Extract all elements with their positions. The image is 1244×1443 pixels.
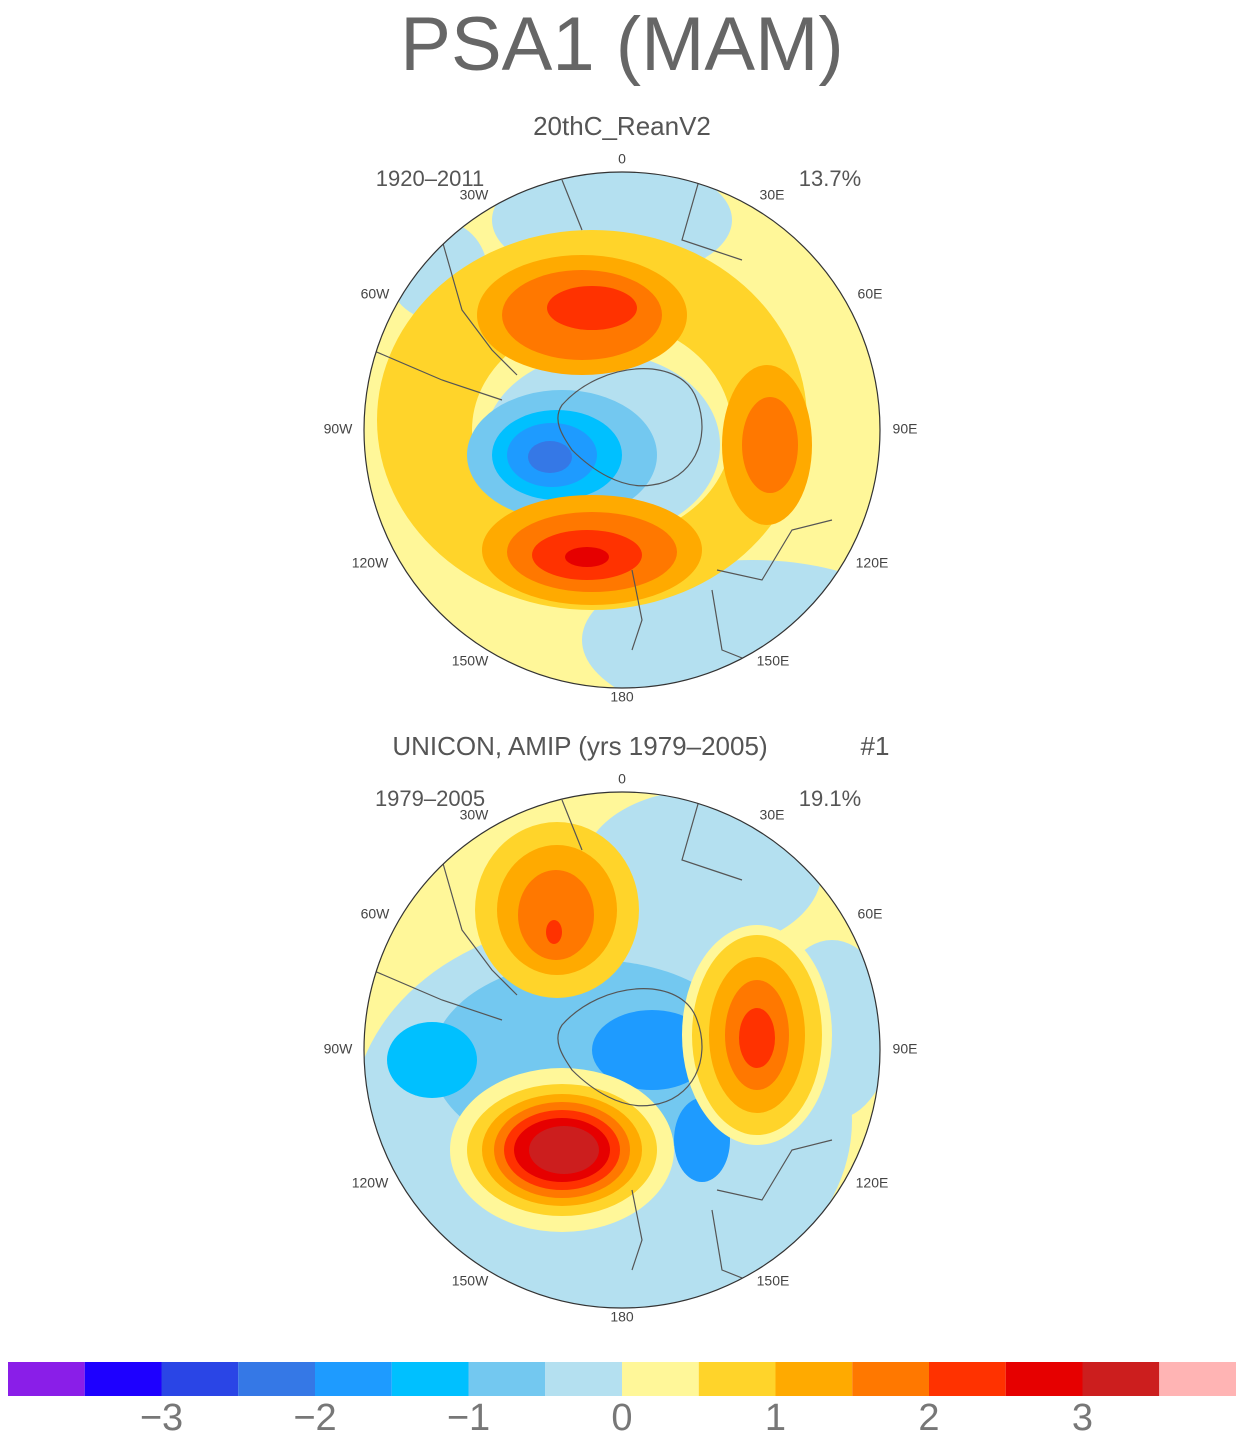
colorbar-box: [1082, 1362, 1160, 1396]
percent: 13.7%: [799, 166, 861, 191]
percent: 19.1%: [799, 786, 861, 811]
colorbar-box: [545, 1362, 622, 1396]
longitude-label: 150W: [452, 1273, 489, 1289]
longitude-label: 180: [610, 689, 634, 705]
map: 0 30E 60E 90E 120E 150E 180 150W 120W 90W 60W 30W: [324, 771, 918, 1325]
period: 1920–2011: [376, 166, 485, 191]
colorbar-tick-label: 2: [918, 1397, 939, 1439]
colorbar-box: [238, 1362, 315, 1396]
longitude-label: 150E: [757, 1273, 790, 1289]
longitude-label: 150E: [757, 653, 790, 669]
colorbar-box: [161, 1362, 239, 1396]
colorbar-box: [852, 1362, 929, 1396]
colorbar-tick-label: −3: [140, 1397, 183, 1439]
longitude-label: 60W: [361, 906, 391, 922]
colorbar-box: [1159, 1362, 1236, 1396]
colorbar-box: [929, 1362, 1006, 1396]
longitude-label: 0: [618, 151, 626, 167]
longitude-label: 90W: [324, 1041, 354, 1057]
subtitle: UNICON, AMIP (yrs 1979–2005): [392, 731, 767, 761]
longitude-label: 60W: [361, 286, 391, 302]
subtitle: 20thC_ReanV2: [533, 111, 711, 141]
longitude-label: 90E: [893, 421, 918, 437]
colorbar-box: [468, 1362, 546, 1396]
colorbar-box: [8, 1362, 85, 1396]
longitude-label: 120E: [856, 555, 889, 571]
colorbar-box: [622, 1362, 699, 1396]
longitude-label: 150W: [452, 653, 489, 669]
longitude-label: 60E: [858, 906, 883, 922]
longitude-label: 30E: [760, 187, 785, 203]
colorbar-box: [391, 1362, 469, 1396]
longitude-label: 0: [618, 771, 626, 787]
colorbar-tick-label: 3: [1072, 1397, 1093, 1439]
period: 1979–2005: [375, 786, 485, 811]
longitude-label: 120W: [352, 1175, 389, 1191]
longitude-label: 180: [610, 1309, 634, 1325]
longitude-label: 60E: [858, 286, 883, 302]
colorbar-tick-label: 1: [765, 1397, 786, 1439]
colorbar-tick-label: −2: [293, 1397, 336, 1439]
longitude-label: 90W: [324, 421, 354, 437]
longitude-label: 30W: [460, 187, 490, 203]
longitude-label: 30W: [460, 807, 490, 823]
longitude-label: 90E: [893, 1041, 918, 1057]
longitude-label: 120E: [856, 1175, 889, 1191]
colorbar-box: [1005, 1362, 1083, 1396]
longitude-label: 120W: [352, 555, 389, 571]
map: 0 30E 60E 90E 120E 150E 180 150W 120W 90W 60W 30W: [324, 151, 918, 705]
colorbar-box: [315, 1362, 392, 1396]
colorbar-tick-label: 0: [611, 1397, 632, 1439]
colorbar: −3 −2 −1 0 1 2 3: [8, 1362, 1236, 1439]
colorbar-box: [775, 1362, 853, 1396]
run-tag: #1: [861, 731, 890, 761]
colorbar-box: [698, 1362, 776, 1396]
title: PSA1 (MAM): [400, 2, 843, 87]
colorbar-tick-label: −1: [447, 1397, 490, 1439]
colorbar-box: [84, 1362, 162, 1396]
longitude-label: 30E: [760, 807, 785, 823]
